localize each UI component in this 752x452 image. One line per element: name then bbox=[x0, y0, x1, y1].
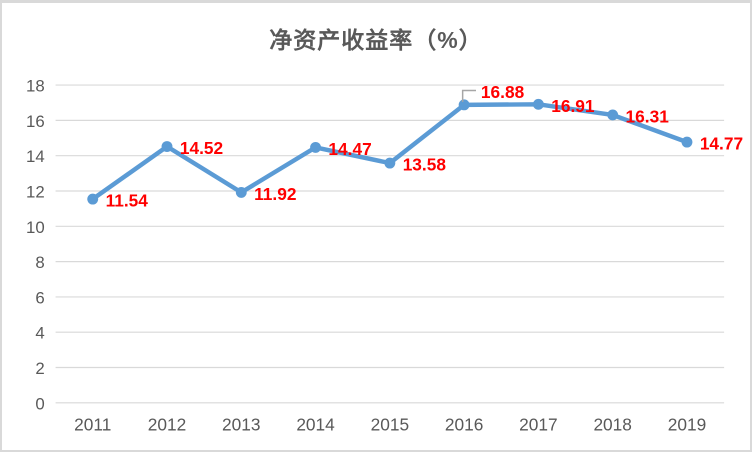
data-point-label: 14.47 bbox=[328, 139, 371, 159]
plot-canvas: 0 2 4 6 8 10 12 14 16 18 2011 2012 2013 2014 2015 2016 2… bbox=[26, 77, 743, 435]
data-point-marker bbox=[384, 157, 396, 169]
x-axis-tick-label: 2017 bbox=[519, 414, 557, 434]
data-point-label: 11.92 bbox=[254, 184, 296, 204]
y-axis-tick-label: 8 bbox=[35, 253, 44, 272]
x-axis-tick-label: 2013 bbox=[222, 414, 260, 434]
x-axis-tick-label: 2016 bbox=[445, 414, 483, 434]
chart-title: 净资产收益率（%） bbox=[269, 27, 483, 53]
y-axis-tick-label: 2 bbox=[35, 359, 44, 378]
data-point-marker bbox=[235, 186, 247, 198]
data-point-label: 14.77 bbox=[700, 134, 743, 154]
y-axis-tick-label: 6 bbox=[35, 288, 44, 307]
x-axis-tick-label: 2014 bbox=[296, 414, 335, 434]
y-axis-tick-label: 4 bbox=[35, 324, 44, 343]
data-point-marker bbox=[87, 193, 99, 205]
label-leader-line bbox=[461, 89, 476, 102]
data-point-label: 14.52 bbox=[180, 138, 223, 158]
x-axis-tick-label: 2019 bbox=[668, 414, 706, 434]
data-point-label: 16.31 bbox=[626, 106, 670, 126]
x-axis-tick-label: 2015 bbox=[371, 414, 409, 434]
data-point-label: 16.88 bbox=[481, 82, 525, 102]
y-axis-tick-label: 10 bbox=[26, 218, 45, 237]
data-point-marker bbox=[607, 109, 619, 121]
y-axis-tick-label: 18 bbox=[26, 77, 45, 96]
y-axis-tick-label: 14 bbox=[26, 147, 45, 166]
data-point-marker bbox=[458, 99, 470, 111]
data-point-label: 11.54 bbox=[106, 191, 149, 211]
y-axis-tick-label: 16 bbox=[26, 112, 45, 131]
x-axis-tick-label: 2012 bbox=[148, 414, 186, 434]
data-point-marker bbox=[161, 141, 173, 152]
y-axis-tick-label: 0 bbox=[35, 394, 44, 413]
data-point-label: 16.91 bbox=[551, 96, 595, 116]
data-point-marker bbox=[532, 98, 544, 110]
data-point-label: 13.58 bbox=[403, 155, 447, 175]
x-axis-tick-label: 2018 bbox=[593, 414, 631, 434]
data-point-marker bbox=[681, 136, 693, 148]
y-axis-tick-label: 12 bbox=[26, 182, 45, 201]
data-point-marker bbox=[310, 141, 322, 153]
x-axis-tick-label: 2011 bbox=[74, 414, 111, 434]
